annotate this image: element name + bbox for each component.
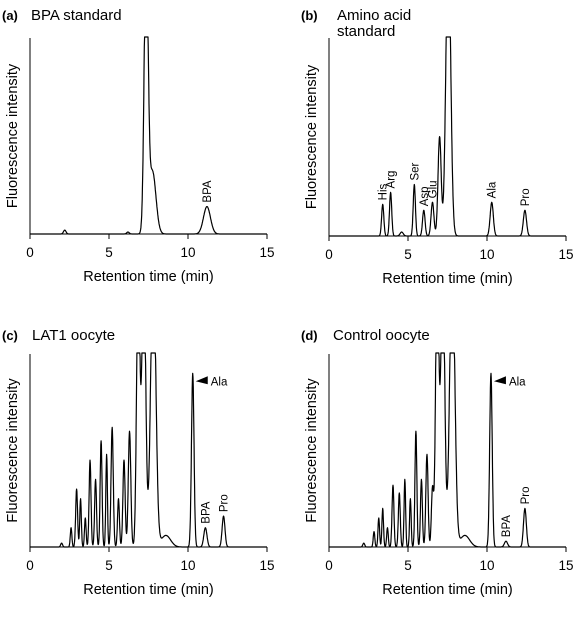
panel-c: (c) LAT1 oocyte 0 5 10 15 Retention time (min)…: [2, 327, 275, 598]
panel-b-letter: (b): [301, 8, 318, 23]
panel-b-peak-label-asp: Asp: [419, 186, 431, 206]
panel-a-trace: [30, 36, 268, 235]
panel-d-letter: (d): [301, 328, 318, 343]
panel-c-title: LAT1 oocyte: [32, 327, 115, 344]
panel-c-trace: [30, 352, 268, 548]
panel-a-title: BPA standard: [31, 7, 122, 24]
panel-b-y-axis-label: Fluorescence intensity: [304, 64, 320, 209]
panel-d-peak-label-pro: Pro: [520, 486, 532, 504]
panel-a-x-tick-label: 15: [259, 245, 274, 260]
panel-c-x-tick-label: 10: [180, 558, 195, 573]
panel-b-peak-label-his: His: [378, 183, 390, 200]
panel-b-title-line-1: Amino acid: [337, 7, 411, 24]
panel-b-x-tick-label: 15: [558, 247, 573, 262]
panel-a-x-tick-label: 10: [180, 245, 195, 260]
panel-d-x-tick-label: 0: [325, 558, 333, 573]
panel-d-x-axis-label: Retention time (min): [382, 582, 513, 598]
panel-d-ala-arrow: [493, 376, 506, 385]
panel-d-x-tick-label: 15: [558, 558, 573, 573]
panel-b-x-tick-label: 5: [404, 247, 412, 262]
panel-c-x-tick-label: 0: [26, 558, 34, 573]
panel-c-peak-label-ala: Ala: [211, 376, 228, 388]
panel-a-x-tick-label: 0: [26, 245, 34, 260]
panel-b-title-line-2: standard: [337, 23, 395, 40]
panel-c-peak-label-bpa: BPA: [200, 501, 212, 523]
panel-b-trace: [329, 36, 567, 237]
panel-d-title: Control oocyte: [333, 327, 430, 344]
panel-a-peak-label-bpa: BPA: [202, 180, 214, 202]
panel-c-x-tick-label: 5: [105, 558, 113, 573]
panel-b-peak-label-ala: Ala: [487, 181, 499, 198]
panel-a-x-axis-label: Retention time (min): [83, 269, 214, 285]
panel-d-trace: [329, 352, 567, 548]
panel-b-x-axis-label: Retention time (min): [382, 271, 513, 287]
panel-d: (d) Control oocyte 0 5 10 15 Retention time (m…: [301, 327, 574, 598]
panel-a-x-tick-label: 5: [105, 245, 113, 260]
panel-b-peak-label-pro: Pro: [520, 188, 532, 206]
panel-c-letter: (c): [2, 328, 18, 343]
panel-b-peak-label-glu: Glu: [427, 180, 439, 198]
panel-d-y-axis-label: Fluorescence intensity: [304, 378, 320, 523]
panel-c-peak-label-pro: Pro: [219, 494, 231, 512]
panel-d-x-tick-label: 5: [404, 558, 412, 573]
panel-b-x-tick-label: 10: [479, 247, 494, 262]
panel-b-peak-label-ser: Ser: [409, 162, 421, 180]
panel-c-ala-arrow: [195, 376, 208, 385]
panel-c-x-tick-label: 15: [259, 558, 274, 573]
panel-c-y-axis-label: Fluorescence intensity: [5, 378, 21, 523]
panel-b-x-tick-label: 0: [325, 247, 333, 262]
panel-d-x-tick-label: 10: [479, 558, 494, 573]
panel-d-peak-label-ala: Ala: [509, 376, 526, 388]
panel-c-x-axis-label: Retention time (min): [83, 582, 214, 598]
panel-a-y-axis-label: Fluorescence intensity: [5, 63, 21, 208]
panel-a-letter: (a): [2, 8, 18, 23]
panel-a: (a) BPA standard 0 5 10 15 Retention time (min…: [2, 7, 275, 285]
panel-d-peak-label-bpa: BPA: [501, 515, 513, 537]
panel-b-peak-label-arg: Arg: [386, 171, 398, 189]
